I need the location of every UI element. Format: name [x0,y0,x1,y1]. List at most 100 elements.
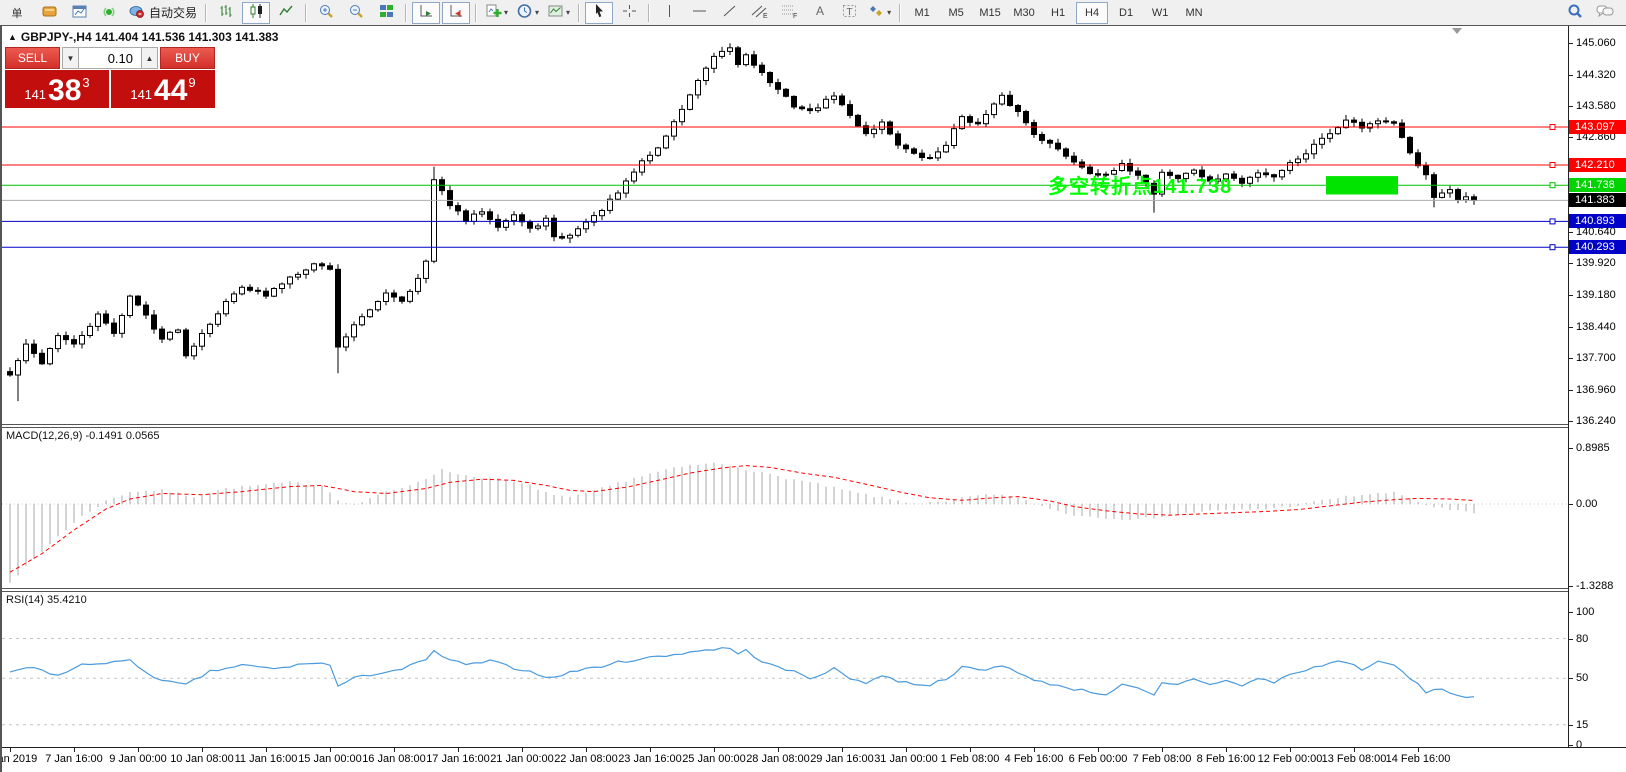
macd-panel[interactable] [2,428,1568,588]
sell-button[interactable]: SELL [5,47,60,69]
toolbar-button-tf-h4[interactable]: H4 [1076,1,1109,24]
toolbar-button-auto-trading[interactable]: 自动交易 [125,2,200,24]
buy-button[interactable]: BUY [160,47,215,69]
toolbar-button-tf-m5[interactable]: M5 [940,2,972,24]
toolbar-button-tf-mn[interactable]: MN [1178,2,1210,24]
horizontal-level-lines[interactable] [2,124,1568,251]
panel-divider[interactable] [2,588,1568,592]
symbol-header: ▲ GBPJPY-,H4 141.404 141.536 141.303 141… [8,30,278,44]
line-handle[interactable] [1549,162,1556,168]
buy-price-prefix: 141 [130,87,153,102]
price-chart[interactable] [2,27,1568,424]
tf-m30-label: M30 [1013,6,1035,19]
zoom-in-icon [318,3,335,22]
highlight-rectangle[interactable] [1326,176,1398,195]
axis-tick-label: 50 [1576,672,1589,684]
toolbar-button-charts[interactable] [65,2,93,24]
indicators-dropdown-arrow-icon[interactable]: ▾ [504,8,509,17]
toolbar-button-periods[interactable]: ▾ [513,2,542,24]
toolbar-button-trendline[interactable] [715,2,743,24]
axis-tick-mark [1569,725,1573,726]
templates-dropdown-arrow-icon[interactable]: ▾ [566,8,571,17]
line-handle[interactable] [1549,124,1556,130]
axis-tick-label: 80 [1576,633,1589,645]
time-tick-mark [842,748,843,752]
toolbar-button-text[interactable]: A [805,2,833,24]
symbol-collapse-icon[interactable]: ▲ [8,32,17,42]
time-tick-label: 12 Feb 00:00 [1257,753,1323,765]
time-tick-label: 4 Feb 16:00 [1004,753,1064,765]
toolbar-button-candlestick-mode[interactable] [242,1,271,24]
price-level-badge[interactable]: 140.293 [1569,240,1626,254]
price-level-badge[interactable]: 141.738 [1569,178,1626,192]
toolbar-button-new-order-clipped[interactable]: 单 [1,2,33,24]
volume-decrease-button[interactable]: ▼ [62,47,79,69]
line-handle[interactable] [1549,244,1556,251]
axis-tick-mark [1569,75,1573,76]
panel-divider[interactable] [2,424,1568,428]
toolbar-group [411,1,471,24]
periods-dropdown-arrow-icon[interactable]: ▾ [535,8,540,17]
time-tick-mark [650,748,651,752]
cursor-icon [592,3,607,22]
toolbar-button-signal[interactable] [95,2,123,24]
arrows-dropdown-arrow-icon[interactable]: ▾ [887,8,892,17]
price-level-badge[interactable]: 142.210 [1569,158,1626,172]
current-price-badge[interactable]: 141.383 [1569,193,1626,207]
toolbar-button-tf-w1[interactable]: W1 [1144,2,1176,24]
time-tick-label: 16 Jan 08:00 [362,753,426,765]
toolbar-group [584,1,644,24]
toolbar-button-chat[interactable] [1591,2,1619,24]
toolbar-button-tf-d1[interactable]: D1 [1110,2,1142,24]
rsi-panel[interactable] [2,592,1568,747]
buy-price-display[interactable]: 141 44 9 [111,70,215,108]
volume-input[interactable]: 0.10 [79,47,141,69]
volume-increase-button[interactable]: ▲ [141,47,158,69]
price-level-badge[interactable]: 143.097 [1569,120,1626,134]
toolbar-button-tile-windows[interactable] [372,2,400,24]
toolbar-button-crosshair[interactable] [615,2,643,24]
chart-shift-marker[interactable] [1452,28,1462,34]
toolbar-separator [899,3,902,22]
axis-tick-mark [1569,263,1573,264]
toolbar-button-text-label[interactable]: T [835,2,863,24]
price-level-badge[interactable]: 140.893 [1569,214,1626,228]
toolbar-button-line-chart-mode[interactable] [272,2,300,24]
toolbar-button-vertical-line[interactable] [655,2,683,24]
toolbar-button-equidistant-channel[interactable]: E [745,2,773,24]
toolbar-button-tf-m15[interactable]: M15 [974,2,1006,24]
toolbar-button-chart-shift[interactable] [442,1,471,24]
toolbar-button-tf-h1[interactable]: H1 [1042,2,1074,24]
one-click-trading-panel: SELL ▼ 0.10 ▲ BUY 141 38 3 141 44 9 [5,47,215,108]
toolbar-button-indicators[interactable]: ▾ [482,2,511,24]
axis-tick-label: 0.00 [1576,498,1598,510]
buy-price-pip: 9 [188,75,196,90]
line-handle[interactable] [1549,182,1556,189]
toolbar-button-zoom-in[interactable] [312,2,340,24]
sell-price-display[interactable]: 141 38 3 [5,70,109,108]
toolbar-button-tf-m30[interactable]: M30 [1008,2,1040,24]
time-tick-mark [330,748,331,752]
toolbar-button-bar-chart-mode[interactable] [212,2,240,24]
toolbar-button-cursor[interactable] [585,1,614,24]
toolbar-button-zoom-out[interactable] [342,2,370,24]
time-tick-mark [1098,748,1099,752]
toolbar-button-templates[interactable]: ▾ [544,2,573,24]
time-tick-mark [1418,748,1419,752]
volume-stepper: ▼ 0.10 ▲ [62,47,158,69]
toolbar-button-horizontal-line[interactable] [685,2,713,24]
toolbar-button-search[interactable] [1561,2,1589,24]
toolbar-button-fibonacci[interactable]: F [775,2,803,24]
up-arrow-icon: ▲ [145,53,154,63]
tf-h1-label: H1 [1051,6,1066,19]
toolbar-button-new-order[interactable] [35,2,63,24]
time-tick-mark [10,748,11,752]
toolbar-button-tf-m1[interactable]: M1 [906,2,938,24]
price-axis[interactable]: 145.060144.320143.580142.860142.120140.6… [1568,26,1626,751]
tf-d1-label: D1 [1119,6,1134,19]
new-order-icon [41,3,58,22]
line-handle[interactable] [1549,218,1556,225]
toolbar-button-arrows[interactable]: ▾ [865,2,894,24]
toolbar-button-auto-scroll[interactable] [412,1,441,24]
